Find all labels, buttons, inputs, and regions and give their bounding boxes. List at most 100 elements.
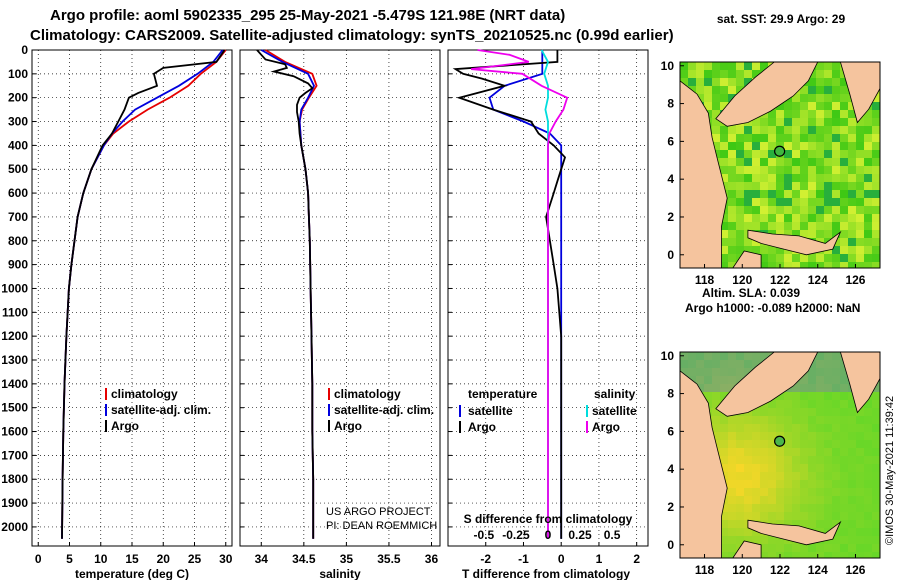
map-cell [760,126,769,135]
map-cell [848,424,857,433]
map-cell [848,400,857,409]
map-cell [816,432,825,441]
map-cell [752,246,761,255]
map-cell [688,368,697,377]
map-cell [824,198,833,207]
map-cell [776,102,785,111]
map-cell [720,158,729,167]
map-cell [800,190,809,199]
map-cell [736,504,745,513]
map-cell [824,504,833,513]
map-cell [712,102,721,111]
map-cell [736,238,745,247]
map-cell [824,544,833,553]
map-cell [808,214,817,223]
map-cell [824,214,833,223]
map-cell [832,182,841,191]
land-area [732,540,762,558]
depth-tick-label: 400 [8,138,28,152]
map-cell [760,262,769,268]
map-cell [736,206,745,215]
map-cell [768,206,777,215]
map-cell [808,464,817,473]
map-cell [800,408,809,417]
map-cell [824,142,833,151]
map-cell [848,432,857,441]
s-tick-label: 0.5 [604,528,621,542]
map-cell [840,206,849,215]
map-cell [752,424,761,433]
map-cell [776,408,785,417]
map-cell [768,504,777,513]
map-cell [792,552,801,558]
map-cell [760,118,769,127]
map-cell [816,198,825,207]
map-cell [824,118,833,127]
legend-label-s-satellite: satellite [592,404,637,418]
map-cell [736,424,745,433]
map-cell [864,254,873,263]
map-cell [792,384,801,393]
map-cell [720,222,729,231]
map-cell [784,392,793,401]
map-cell [736,230,745,239]
depth-tick-label: 500 [8,162,28,176]
map-cell [832,118,841,127]
map-cell [872,496,880,505]
map-cell [824,552,833,558]
sla-map [680,352,880,558]
map-cell [808,440,817,449]
map-cell [832,94,841,103]
map-cell [824,110,833,119]
credit-line-2: PI: DEAN ROEMMICH [326,520,437,532]
map-cell [816,408,825,417]
map-cell [760,432,769,441]
map-cell [744,480,753,489]
salinity-plot-frame [239,49,441,547]
depth-tick-label: 1600 [1,425,28,439]
map-cell [800,174,809,183]
sla-map-tick-labels: 118 120 122 124 126 0 2 4 6 8 10 [661,349,866,577]
series-line-s-argo [470,49,569,539]
map-cell [816,118,825,127]
map-cell [872,408,880,417]
map-cell [744,448,753,457]
map-cell [720,134,729,143]
map-cell [848,528,857,537]
map-cell [864,528,873,537]
map-cell [808,86,817,95]
map-cell [856,262,865,268]
map-cell [872,126,880,135]
map-cell [832,158,841,167]
map-cell [784,408,793,417]
map-cell [784,520,793,529]
map-cell [792,416,801,425]
map-cell [824,432,833,441]
legend-label-argo: Argo [111,419,139,433]
map-cell [840,528,849,537]
map-cell [784,254,793,263]
map-cell [808,408,817,417]
map-cell [776,488,785,497]
salinity-tick-labels: 34 34.5 35 35.5 36 [255,552,439,566]
map-cell [872,214,880,223]
map-cell [832,262,841,268]
map-cell [752,62,761,71]
map-cell [752,456,761,465]
map-cell [752,352,761,361]
map-cell [760,222,769,231]
map-cell [728,166,737,175]
map-cell [808,142,817,151]
depth-tick-label: 0 [21,43,28,57]
map-cell [832,472,841,481]
map-cell [752,464,761,473]
map-cell [792,254,801,263]
argo-position-marker [774,145,786,157]
map-cell [808,150,817,159]
map-cell [704,384,713,393]
depth-tick-label: 900 [8,258,28,272]
x-tick-label: -1 [518,552,529,566]
land-area [715,352,819,417]
map-cell [744,512,753,521]
map-cell [768,408,777,417]
